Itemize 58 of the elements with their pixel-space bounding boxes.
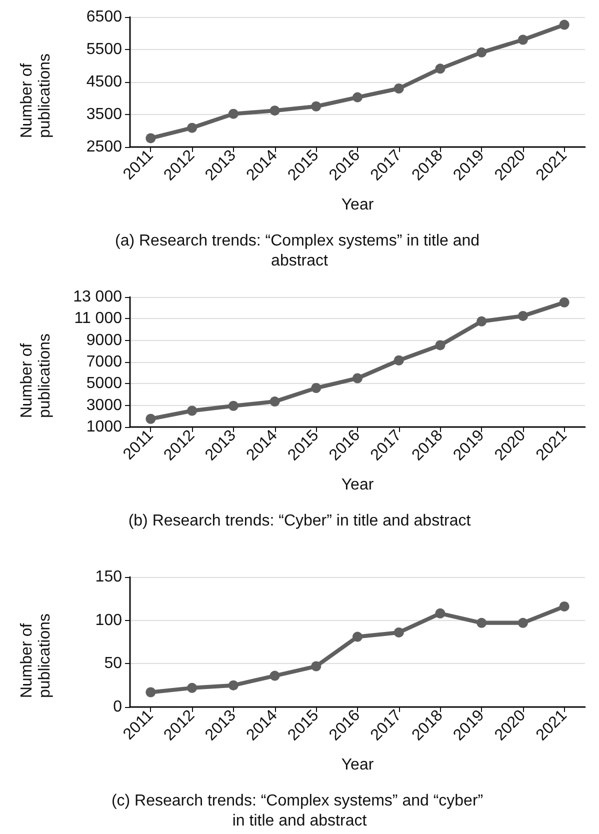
point <box>435 64 446 74</box>
point <box>476 316 487 326</box>
point <box>559 20 570 30</box>
point <box>187 122 198 133</box>
point <box>352 632 362 642</box>
point <box>146 133 156 144</box>
y-tick-label: 0 <box>113 698 122 716</box>
point <box>228 400 238 411</box>
text: (b) Research trends: “Cyber” in title and abstract <box>128 512 472 530</box>
point <box>394 355 404 366</box>
point <box>559 601 570 612</box>
y-tick-label: 3500 <box>86 106 122 123</box>
x-axis-title: Year <box>341 476 374 494</box>
point <box>352 92 362 102</box>
point <box>311 661 322 672</box>
y-tick-label: 5500 <box>86 41 122 58</box>
y-tick-label: 13 000 <box>73 288 122 306</box>
point <box>270 670 280 681</box>
point <box>518 34 528 45</box>
point <box>146 687 156 698</box>
point <box>352 373 362 384</box>
y-tick-label: 4500 <box>86 74 122 90</box>
point <box>228 108 238 119</box>
y-tick-label: 150 <box>95 568 122 586</box>
point <box>228 680 238 690</box>
x-axis-title: Year <box>341 196 374 214</box>
y-tick-label: 6500 <box>86 8 122 26</box>
point <box>187 682 198 693</box>
point <box>394 84 404 94</box>
y-axis-title: Number of publications <box>18 334 54 418</box>
y-tick-label: 7000 <box>86 354 122 370</box>
point <box>476 47 487 58</box>
point <box>435 340 446 350</box>
point <box>518 618 528 628</box>
point <box>435 608 446 618</box>
y-tick-label: 100 <box>95 612 122 629</box>
point <box>476 618 487 628</box>
y-axis-title: Number of publications <box>18 614 54 698</box>
point <box>146 414 156 424</box>
point <box>518 310 528 321</box>
y-axis-title: Number of publications <box>18 54 54 138</box>
y-tick-label: 2500 <box>86 138 122 156</box>
y-tick-label: 9000 <box>86 332 122 349</box>
y-tick-label: 5000 <box>86 375 122 392</box>
x-axis-title: Year <box>341 756 374 774</box>
point <box>311 383 322 393</box>
text: (c) Research trends: “Complex systems” and “cyber” in title and abstract <box>111 792 488 830</box>
y-tick-label: 50 <box>104 655 122 672</box>
point <box>394 627 404 638</box>
point <box>270 106 280 116</box>
y-tick-label: 11 000 <box>74 310 122 328</box>
y-tick-label: 3000 <box>86 396 122 414</box>
point <box>311 101 322 112</box>
point <box>559 297 570 308</box>
text: (a) Research trends: “Complex systems” in title and abstract <box>114 232 484 270</box>
point <box>270 396 280 407</box>
point <box>187 406 198 416</box>
y-tick-label: 1000 <box>86 418 122 436</box>
